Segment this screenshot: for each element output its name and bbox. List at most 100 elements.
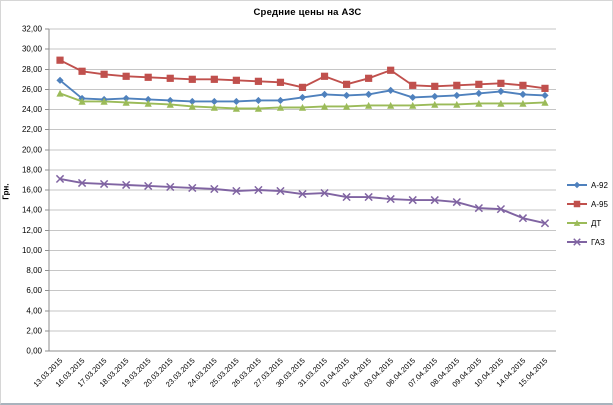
data-point-marker <box>188 97 196 106</box>
y-tick-label: 8,00 <box>26 266 42 275</box>
data-point-marker <box>518 214 528 223</box>
y-tick-label: 24,00 <box>22 105 43 114</box>
data-point-marker <box>519 99 527 107</box>
y-tick-label: 4,00 <box>26 306 42 315</box>
data-point-marker <box>497 87 505 95</box>
series-x-line <box>59 177 546 225</box>
y-tick-label: 0,00 <box>26 347 42 356</box>
data-point-marker <box>100 97 108 105</box>
data-point-marker <box>453 100 461 108</box>
data-point-marker <box>188 75 196 83</box>
y-tick-label: 22,00 <box>22 125 43 134</box>
data-point-marker <box>541 84 549 92</box>
legend-label: ГАЗ <box>591 238 605 247</box>
data-point-marker <box>475 89 483 97</box>
data-point-marker <box>497 99 505 107</box>
data-point-marker <box>320 188 329 198</box>
data-point-marker <box>365 74 373 82</box>
y-tick-label: 10,00 <box>22 246 43 255</box>
data-point-marker <box>254 104 263 112</box>
data-point-marker <box>431 92 439 101</box>
data-point-marker <box>573 219 581 226</box>
data-point-marker <box>342 192 351 202</box>
data-point-marker <box>387 86 395 94</box>
data-point-marker <box>122 94 130 103</box>
data-point-marker <box>166 182 175 192</box>
data-point-marker <box>475 80 483 88</box>
data-point-marker <box>77 178 87 188</box>
data-point-marker <box>232 97 240 106</box>
data-point-marker <box>452 197 461 207</box>
data-point-marker <box>541 91 549 100</box>
y-tick-label: 28,00 <box>22 65 43 74</box>
data-point-marker <box>342 102 351 110</box>
chart-title: Средние цены на АЗС <box>253 7 362 18</box>
data-point-marker <box>100 70 108 78</box>
data-point-marker <box>320 102 329 110</box>
legend-label: А-95 <box>591 200 608 209</box>
data-point-marker <box>298 83 307 91</box>
data-point-marker <box>453 91 461 100</box>
y-tick-label: 16,00 <box>22 186 43 195</box>
data-point-marker <box>573 238 581 246</box>
data-point-marker <box>166 74 174 82</box>
data-point-marker <box>430 195 439 205</box>
y-tick-label: 30,00 <box>22 45 43 54</box>
y-tick-label: 26,00 <box>22 85 43 94</box>
data-point-marker <box>409 101 417 109</box>
data-point-marker <box>409 93 417 102</box>
data-point-marker <box>320 90 329 99</box>
data-point-marker <box>298 189 307 199</box>
data-point-marker <box>541 98 549 106</box>
data-point-marker <box>387 66 395 74</box>
data-point-marker <box>365 90 373 99</box>
data-point-marker <box>519 81 527 89</box>
y-tick-label: 12,00 <box>22 226 43 235</box>
data-point-marker <box>573 200 581 208</box>
y-tick-label: 32,00 <box>22 25 43 34</box>
data-point-marker <box>342 91 351 100</box>
data-point-marker <box>276 78 285 86</box>
data-point-marker <box>474 203 483 213</box>
data-point-marker <box>276 186 285 196</box>
data-point-marker <box>453 81 461 89</box>
data-point-marker <box>276 96 285 105</box>
data-point-marker <box>431 100 439 108</box>
y-tick-label: 6,00 <box>26 286 42 295</box>
data-point-marker <box>210 184 219 194</box>
data-point-marker <box>342 80 351 88</box>
data-point-marker <box>78 97 86 105</box>
y-tick-label: 2,00 <box>26 326 42 335</box>
data-point-marker <box>475 99 483 107</box>
data-point-marker <box>210 75 218 83</box>
data-point-marker <box>364 192 373 202</box>
data-point-marker <box>144 99 152 107</box>
data-point-marker <box>386 194 395 204</box>
data-point-marker <box>55 174 65 184</box>
data-point-marker <box>276 103 285 111</box>
data-point-marker <box>78 67 86 75</box>
data-point-marker <box>144 95 152 104</box>
data-point-marker <box>254 96 263 105</box>
data-point-marker <box>122 180 131 190</box>
data-point-marker <box>144 73 152 81</box>
data-point-marker <box>540 219 550 228</box>
data-point-marker <box>122 72 130 80</box>
data-point-marker <box>320 72 329 80</box>
y-tick-label: 20,00 <box>22 145 43 154</box>
data-point-marker <box>254 185 263 195</box>
data-point-marker <box>254 77 263 85</box>
data-point-marker <box>188 183 197 193</box>
y-tick-label: 14,00 <box>22 206 43 215</box>
data-point-marker <box>573 181 581 189</box>
legend-label: А-92 <box>591 181 608 190</box>
data-point-marker <box>298 93 307 102</box>
data-point-marker <box>188 102 196 110</box>
data-point-marker <box>210 97 218 106</box>
data-point-marker <box>408 195 417 205</box>
data-point-marker <box>387 101 395 109</box>
data-point-marker <box>365 101 373 109</box>
data-point-marker <box>519 90 527 99</box>
data-point-marker <box>409 81 417 89</box>
